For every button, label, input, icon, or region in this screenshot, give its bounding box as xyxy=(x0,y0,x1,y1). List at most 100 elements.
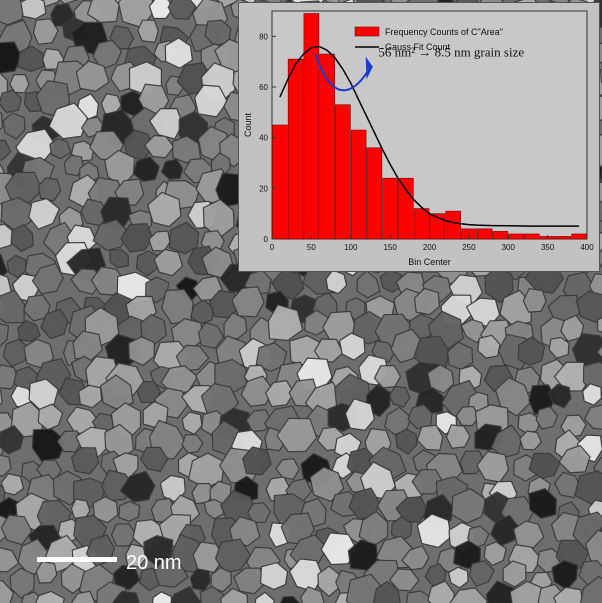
bar xyxy=(429,213,446,240)
bar xyxy=(492,231,509,240)
annotation-arrowhead xyxy=(365,56,373,80)
grain xyxy=(490,514,520,547)
grain xyxy=(113,564,141,591)
grain xyxy=(242,446,272,476)
grain xyxy=(522,287,547,313)
grain xyxy=(153,557,190,588)
grain xyxy=(70,447,100,475)
grain xyxy=(139,446,169,473)
grain xyxy=(109,248,129,269)
grain xyxy=(573,470,602,505)
grain xyxy=(70,268,102,295)
grain xyxy=(17,45,45,73)
grain xyxy=(0,424,25,455)
grain xyxy=(427,580,455,603)
grain xyxy=(588,273,602,299)
grain xyxy=(344,397,376,431)
grain xyxy=(32,18,59,46)
x-tick-label: 50 xyxy=(307,243,316,252)
grain xyxy=(401,545,430,571)
grain xyxy=(575,290,602,324)
grain xyxy=(406,590,433,603)
grain xyxy=(0,139,12,161)
grain xyxy=(447,566,469,589)
grain xyxy=(2,112,26,140)
grain xyxy=(579,575,602,603)
bar xyxy=(335,104,351,240)
grain xyxy=(490,424,523,458)
bar xyxy=(319,53,335,240)
grain xyxy=(0,289,26,324)
grain xyxy=(338,332,366,361)
grain xyxy=(28,378,59,411)
grain xyxy=(519,430,543,451)
grain xyxy=(152,591,173,603)
bar xyxy=(413,208,430,240)
grain xyxy=(37,403,64,431)
grain xyxy=(9,567,35,600)
grain xyxy=(175,344,210,372)
legend-label-bars: Frequency Counts of C"Area" xyxy=(385,27,503,37)
grain xyxy=(56,430,82,453)
grain xyxy=(0,323,10,348)
bar xyxy=(571,233,587,240)
x-tick-label: 250 xyxy=(462,243,476,252)
grain xyxy=(35,560,58,584)
grain xyxy=(34,590,66,603)
grain xyxy=(49,137,72,160)
grain xyxy=(275,457,300,480)
grain xyxy=(0,473,25,496)
grain xyxy=(124,543,147,568)
bar xyxy=(398,177,414,240)
y-tick-label: 0 xyxy=(264,235,269,244)
grain xyxy=(132,156,160,183)
grain xyxy=(259,561,289,591)
bar xyxy=(350,129,367,240)
grain xyxy=(528,488,557,519)
gauss-fit-line xyxy=(279,45,580,227)
grain xyxy=(309,466,345,503)
grain xyxy=(37,177,62,202)
grain xyxy=(140,313,167,346)
grain xyxy=(75,60,110,93)
grain xyxy=(170,585,201,603)
grain xyxy=(0,546,20,573)
grain xyxy=(416,513,452,549)
y-axis-label: Count xyxy=(243,113,253,138)
grain xyxy=(445,424,471,450)
grain xyxy=(219,587,249,603)
grain xyxy=(267,303,304,342)
y-tick-label: 40 xyxy=(259,134,268,143)
grain xyxy=(483,541,507,567)
grain xyxy=(0,196,33,232)
x-tick-label: 200 xyxy=(423,243,437,252)
grain xyxy=(92,39,123,71)
x-tick-label: 0 xyxy=(270,243,275,252)
grain xyxy=(31,262,64,295)
grain xyxy=(582,383,602,406)
annotation-text: 56 nm² → 8.5 nm grain size xyxy=(378,45,524,60)
grain xyxy=(502,560,527,588)
grain xyxy=(40,308,69,340)
grain xyxy=(558,444,591,474)
grain xyxy=(477,334,501,359)
grain xyxy=(388,385,411,408)
grain xyxy=(48,102,89,140)
grain xyxy=(512,520,545,549)
x-tick-label: 300 xyxy=(502,243,516,252)
grain xyxy=(0,389,3,405)
grain xyxy=(484,265,514,304)
legend: Frequency Counts of C"Area" Gauss Fit Cou… xyxy=(354,26,503,52)
grain xyxy=(356,270,381,299)
grain xyxy=(0,41,22,74)
grain xyxy=(395,428,418,455)
grain xyxy=(223,312,248,340)
grain xyxy=(168,221,200,255)
grain xyxy=(485,580,516,603)
bar xyxy=(524,233,540,240)
grain xyxy=(9,73,30,94)
bar xyxy=(382,177,398,240)
grain xyxy=(118,500,141,522)
legend-swatch-bars xyxy=(354,26,380,37)
grain xyxy=(148,107,184,140)
